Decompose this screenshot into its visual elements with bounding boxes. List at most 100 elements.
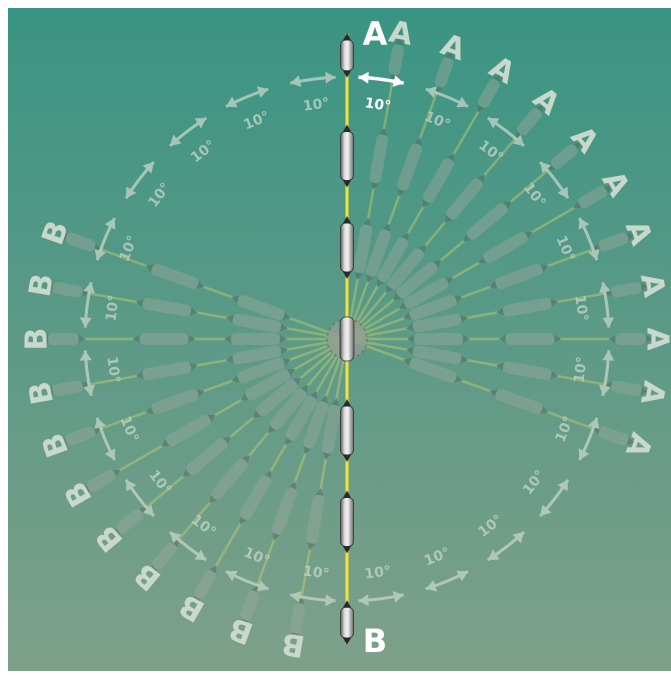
segment-cap — [477, 104, 485, 113]
float-segment — [409, 357, 457, 383]
segment-cap — [280, 323, 288, 332]
segment-cap — [145, 264, 154, 272]
segment-cap — [343, 70, 351, 78]
segment-cap — [397, 188, 406, 197]
arc-angle-label: 10° — [103, 356, 122, 384]
segment-cap — [112, 469, 121, 477]
arrowhead — [194, 549, 207, 560]
segment-cap — [222, 436, 231, 445]
segment-cap — [489, 389, 498, 398]
segment-cap — [209, 495, 217, 504]
arrowhead — [487, 118, 500, 129]
segment-cap — [225, 314, 234, 323]
arrowhead — [256, 86, 269, 98]
segment-cap — [343, 637, 351, 645]
float-segment — [240, 590, 260, 621]
float-segment — [615, 333, 646, 345]
segment-cap — [322, 452, 331, 461]
arrowhead — [602, 317, 615, 328]
arrowhead — [194, 118, 207, 129]
segment-cap — [406, 323, 414, 332]
float-segment — [139, 333, 189, 345]
segment-cap — [291, 632, 300, 641]
arrowhead — [104, 218, 116, 230]
segment-cap — [496, 362, 504, 371]
arrowhead — [578, 448, 590, 460]
segment-cap — [300, 385, 309, 393]
segment-cap — [445, 277, 454, 285]
segment-cap — [550, 299, 559, 307]
arrowhead — [588, 248, 600, 261]
angle-arc: 10° — [289, 563, 336, 607]
arrowhead — [540, 161, 552, 174]
segment-cap — [343, 546, 351, 554]
segment-cap — [366, 274, 374, 283]
float-segment — [502, 297, 552, 317]
float-segment — [340, 497, 354, 547]
float-segment — [65, 426, 96, 446]
ghost-cable-0 — [289, 37, 405, 641]
float-segment — [414, 333, 463, 345]
segment-cap — [460, 355, 469, 364]
float-segment — [232, 313, 282, 333]
arrowhead — [169, 134, 182, 146]
arc-angle-label: 10° — [302, 563, 330, 582]
float-segment — [237, 295, 285, 321]
segment-cap — [407, 335, 415, 343]
segment-cap — [463, 233, 472, 242]
arrowhead — [456, 570, 468, 582]
segment-cap — [190, 307, 198, 316]
float-segment — [340, 405, 354, 456]
float-segment — [409, 295, 457, 321]
arrowhead — [557, 479, 568, 492]
arrowhead — [79, 317, 92, 328]
float-segment — [502, 361, 552, 381]
segment-cap — [401, 232, 409, 241]
segment-cap — [145, 406, 154, 414]
float-segment — [550, 144, 578, 170]
segment-cap — [41, 335, 49, 343]
angle-arc: 10° — [358, 563, 405, 607]
float-segment — [412, 345, 462, 365]
float-segment — [256, 379, 298, 417]
float-segment — [231, 333, 280, 345]
segment-cap — [370, 182, 379, 190]
segment-cap — [393, 292, 401, 301]
segment-cap — [498, 335, 506, 343]
segment-cap — [196, 280, 205, 289]
arrowhead — [602, 350, 615, 361]
segment-cap — [540, 264, 549, 272]
float-segment — [495, 389, 543, 415]
float-segment — [477, 78, 500, 108]
float-segment — [434, 57, 454, 88]
segment-cap — [477, 174, 485, 183]
active-cable: AB — [339, 15, 388, 660]
segment-cap — [343, 33, 351, 41]
ghost-cable-6 — [59, 232, 635, 446]
float-segment — [269, 388, 307, 430]
segment-cap — [196, 389, 205, 398]
float-segment — [466, 203, 508, 240]
arrowhead — [487, 549, 500, 560]
float-segment — [303, 401, 329, 449]
segment-cap — [207, 414, 216, 422]
segment-cap — [626, 233, 635, 241]
float-segment — [598, 426, 629, 446]
arrowhead — [290, 591, 302, 603]
float-segment — [239, 475, 272, 520]
segment-cap — [515, 130, 523, 139]
arrowhead — [94, 417, 106, 430]
arrowhead — [599, 282, 611, 294]
arrowhead — [104, 448, 116, 460]
segment-cap — [331, 398, 340, 406]
segment-cap — [422, 199, 430, 208]
segment-cap — [240, 393, 249, 401]
segment-cap — [282, 312, 291, 320]
float-segment — [396, 261, 438, 299]
arrowhead — [83, 384, 95, 396]
segment-cap — [414, 137, 422, 146]
segment-cap — [272, 532, 280, 541]
arrowhead — [325, 71, 336, 84]
